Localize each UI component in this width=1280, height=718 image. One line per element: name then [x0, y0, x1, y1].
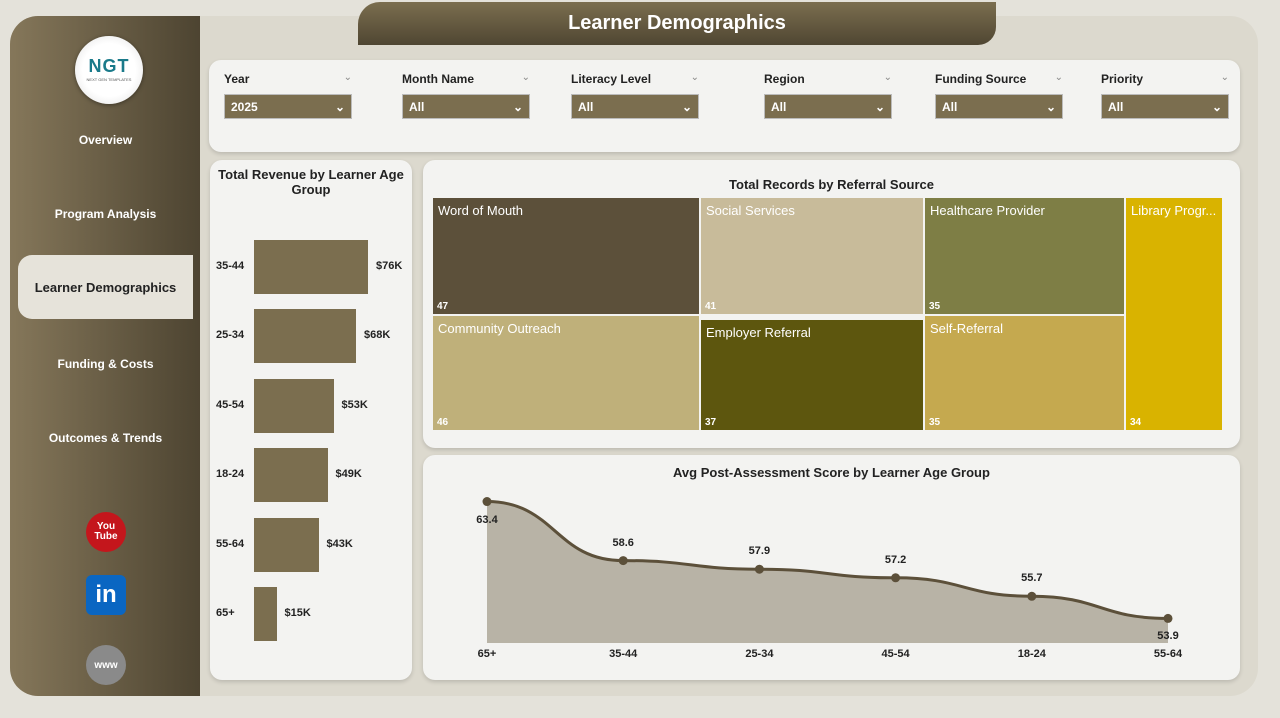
collapse-chevron-icon[interactable]: ⌄: [1220, 72, 1229, 83]
youtube-icon[interactable]: You Tube: [86, 512, 126, 552]
area-fill: [487, 501, 1168, 643]
chevron-down-icon: ⌄: [681, 99, 692, 114]
data-label: 57.2: [884, 553, 907, 566]
chevron-down-icon: ⌄: [1211, 99, 1222, 114]
data-point[interactable]: [618, 556, 628, 566]
data-label: 55.7: [1021, 572, 1043, 585]
filter-dropdown[interactable]: All ⌄: [764, 94, 892, 119]
filter-2: Literacy Level ⌄ All ⌄: [571, 72, 699, 119]
data-label: 57.9: [748, 545, 771, 558]
collapse-chevron-icon[interactable]: ⌄: [690, 72, 699, 83]
bar[interactable]: [254, 448, 328, 503]
bar-value: $53K: [341, 398, 368, 411]
x-tick-label: 45-54: [881, 648, 910, 660]
series-line: [486, 500, 1169, 620]
bar[interactable]: [254, 240, 368, 294]
bar-value: $68K: [364, 329, 391, 342]
x-tick-label: 55-64: [1153, 648, 1183, 660]
treemap-title: Total Records by Referral Source: [729, 177, 934, 192]
filter-1: Month Name ⌄ All ⌄: [402, 72, 530, 119]
data-label: 53.9: [1157, 630, 1179, 643]
collapse-chevron-icon[interactable]: ⌄: [1054, 72, 1063, 83]
bar-label: 55-64: [216, 537, 245, 550]
bar-value: $15K: [284, 607, 311, 619]
logo: NGT NEXT GEN TEMPLATES: [75, 36, 143, 104]
filter-3: Region ⌄ All ⌄: [764, 72, 892, 119]
nav-overview[interactable]: Overview: [78, 133, 133, 147]
treemap-cell[interactable]: Word of Mouth 47: [433, 198, 699, 314]
filter-4: Funding Source ⌄ All ⌄: [935, 72, 1063, 119]
bar-label: 45-54: [216, 398, 245, 411]
bar-label: 25-34: [216, 329, 245, 342]
treemap-cell[interactable]: Healthcare Provider 35: [925, 198, 1124, 314]
treemap-cell[interactable]: Community Outreach 46: [433, 316, 699, 430]
nav-funding-costs[interactable]: Funding & Costs: [57, 357, 154, 371]
chevron-down-icon: ⌄: [1045, 99, 1056, 114]
bar-label: 65+: [216, 607, 235, 619]
filter-5: Priority ⌄ All ⌄: [1101, 72, 1229, 119]
nav-program-analysis[interactable]: Program Analysis: [54, 207, 157, 221]
data-label: 63.4: [476, 513, 498, 526]
filter-panel: [209, 60, 1240, 152]
x-tick-label: 25-34: [745, 648, 774, 660]
data-point[interactable]: [754, 564, 764, 574]
collapse-chevron-icon[interactable]: ⌄: [883, 72, 892, 83]
chevron-down-icon: ⌄: [874, 99, 885, 114]
treemap-cell[interactable]: Library Progr... 34: [1126, 198, 1222, 430]
treemap-cell[interactable]: Self-Referral 35: [925, 316, 1124, 430]
filter-dropdown[interactable]: 2025 ⌄: [224, 94, 352, 119]
data-point[interactable]: [1163, 613, 1173, 623]
data-point[interactable]: [1027, 591, 1037, 601]
chevron-down-icon: ⌄: [334, 99, 345, 114]
collapse-chevron-icon[interactable]: ⌄: [343, 72, 352, 83]
data-label: 58.6: [612, 536, 634, 549]
nav-learner-demographics[interactable]: Learner Demographics: [18, 255, 193, 319]
chevron-down-icon: ⌄: [512, 99, 523, 114]
revenue-chart-title: Total Revenue by Learner Age Group: [218, 167, 404, 197]
page-title: Learner Demographics: [358, 2, 996, 45]
bar[interactable]: [254, 378, 334, 433]
treemap-cell[interactable]: Employer Referral 37: [701, 320, 923, 430]
bar-value: $49K: [335, 468, 362, 481]
linkedin-icon[interactable]: in: [86, 575, 126, 615]
bar-value: $76K: [376, 260, 403, 272]
collapse-chevron-icon[interactable]: ⌄: [521, 72, 530, 83]
filter-dropdown[interactable]: All ⌄: [935, 94, 1063, 119]
x-tick-label: 35-44: [609, 648, 638, 660]
bar-label: 18-24: [216, 468, 245, 481]
bar-value: $43K: [326, 537, 353, 550]
x-tick-label: 18-24: [1017, 648, 1046, 660]
bar-label: 35-44: [216, 260, 245, 272]
data-point[interactable]: [891, 573, 901, 583]
bar[interactable]: [254, 309, 356, 364]
x-tick-label: 65+: [477, 648, 497, 660]
filter-0: Year ⌄ 2025 ⌄: [224, 72, 352, 119]
globe-icon[interactable]: www: [86, 645, 126, 685]
bar[interactable]: [254, 587, 277, 641]
data-point[interactable]: [482, 497, 492, 507]
treemap-cell[interactable]: Social Services 41: [701, 198, 923, 314]
filter-dropdown[interactable]: All ⌄: [571, 94, 699, 119]
filter-dropdown[interactable]: All ⌄: [1101, 94, 1229, 119]
bar[interactable]: [254, 517, 319, 572]
filter-dropdown[interactable]: All ⌄: [402, 94, 530, 119]
nav-outcomes-trends[interactable]: Outcomes & Trends: [48, 431, 163, 445]
line-chart-title: Avg Post-Assessment Score by Learner Age…: [673, 465, 990, 480]
